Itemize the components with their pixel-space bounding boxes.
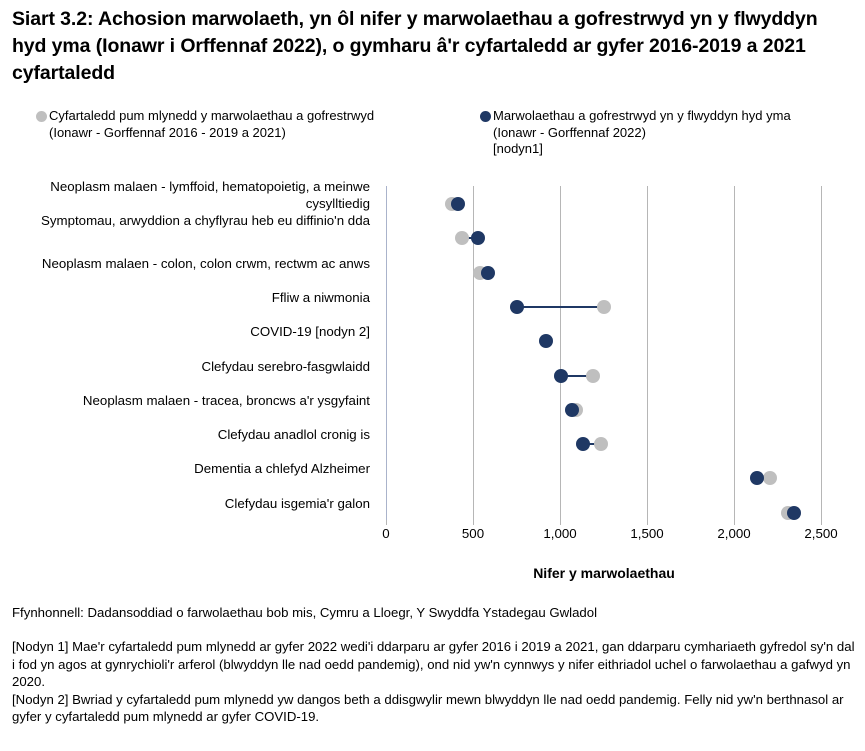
data-point-five-year-average	[445, 197, 460, 211]
data-point-five-year-average	[569, 402, 584, 417]
data-point-year-to-date	[786, 505, 801, 520]
category-label: Neoplasm malaen - colon, colon crwm, rec…	[41, 255, 370, 271]
dumbbell-connector	[462, 237, 479, 240]
x-axis-tick	[821, 519, 822, 525]
category-label: Ffliw a niwmonia	[271, 289, 370, 305]
legend-label-five-year-average: Cyfartaledd pum mlynedd y marwolaethau a…	[49, 108, 375, 140]
category-label: COVID-19 [nodyn 2]	[250, 324, 370, 340]
x-axis-tick	[560, 519, 561, 525]
x-gridline	[473, 186, 474, 520]
dumbbell-connector	[787, 511, 794, 514]
data-point-year-to-date	[576, 437, 591, 452]
y-axis-line	[386, 186, 387, 520]
x-gridline	[560, 186, 561, 520]
footnotes: [Nodyn 1] Mae'r cyfartaledd pum mlynedd …	[12, 638, 857, 726]
x-axis-tick-label: 2,500	[804, 525, 838, 541]
category-label: Neoplasm malaen - lymffoid, hematopoieti…	[50, 179, 370, 211]
chart-legend: Cyfartaledd pum mlynedd y marwolaethau a…	[36, 108, 856, 160]
x-axis-tick	[386, 519, 387, 525]
x-axis-tick	[734, 519, 735, 525]
category-label: Clefydau anadlol cronig is	[217, 427, 370, 443]
x-gridline	[734, 186, 735, 520]
footnote-1: [Nodyn 1] Mae'r cyfartaledd pum mlynedd …	[12, 639, 855, 689]
category-label: Dementia a chlefyd Alzheimer	[194, 461, 370, 477]
data-point-year-to-date	[539, 334, 554, 349]
x-axis-tick-label: 500	[461, 525, 485, 541]
dumbbell-connector	[756, 477, 770, 480]
data-point-year-to-date	[451, 197, 466, 211]
x-axis-tick-label: 1,500	[630, 525, 664, 541]
legend-label-year-to-date: Marwolaethau a gofrestrwyd yn y flwyddyn…	[493, 108, 791, 156]
page-title: Siart 3.2: Achosion marwolaeth, yn ôl ni…	[12, 8, 818, 84]
chart-plot-area: Neoplasm malaen - lymffoid, hematopoieti…	[40, 179, 838, 581]
x-axis-tick-label: 1,000	[543, 525, 577, 541]
legend-marker-navy-circle-icon	[480, 111, 491, 122]
data-point-year-to-date	[554, 368, 569, 383]
data-point-five-year-average	[594, 437, 609, 452]
x-axis-tick	[647, 519, 648, 525]
x-gridline	[821, 186, 822, 520]
dumbbell-connector	[516, 305, 604, 308]
footnote-2: [Nodyn 2] Bwriad y cyfartaledd pum mlyne…	[12, 691, 844, 725]
category-label: Symptomau, arwyddion a chyflyrau heb eu …	[40, 213, 370, 229]
data-point-five-year-average	[473, 265, 488, 280]
data-point-five-year-average	[455, 231, 470, 246]
category-label: Clefydau isgemia'r galon	[224, 495, 370, 511]
legend-marker-gray-circle-icon	[36, 111, 47, 122]
x-axis-tick-label: 0	[382, 525, 390, 541]
dumbbell-connector	[561, 374, 593, 377]
data-point-five-year-average	[585, 368, 600, 383]
data-point-year-to-date	[565, 402, 580, 417]
data-point-year-to-date	[481, 265, 496, 280]
legend-item-year-to-date: Marwolaethau a gofrestrwyd yn y flwyddyn…	[480, 108, 865, 158]
category-label: Clefydau serebro-fasgwlaidd	[201, 358, 370, 374]
data-point-year-to-date	[471, 231, 486, 246]
x-axis-title: Nifer y marwolaethau	[533, 565, 675, 581]
dumbbell-connector	[452, 203, 459, 205]
x-axis-tick-label: 2,000	[717, 525, 751, 541]
dumbbell-connector	[480, 271, 489, 274]
data-point-year-to-date	[749, 471, 764, 486]
source-note: Ffynhonnell: Dadansoddiad o farwolaethau…	[12, 605, 598, 620]
legend-item-five-year-average: Cyfartaledd pum mlynedd y marwolaethau a…	[36, 108, 436, 141]
category-label: Neoplasm malaen - tracea, broncws a'r ys…	[82, 392, 370, 408]
x-axis-tick	[473, 519, 474, 525]
data-point-year-to-date	[509, 299, 524, 314]
dumbbell-connector	[572, 408, 577, 411]
data-point-five-year-average	[596, 299, 611, 314]
dumbbell-connector	[583, 443, 602, 446]
data-point-five-year-average	[762, 471, 777, 486]
x-gridline	[647, 186, 648, 520]
data-point-five-year-average	[780, 505, 795, 520]
